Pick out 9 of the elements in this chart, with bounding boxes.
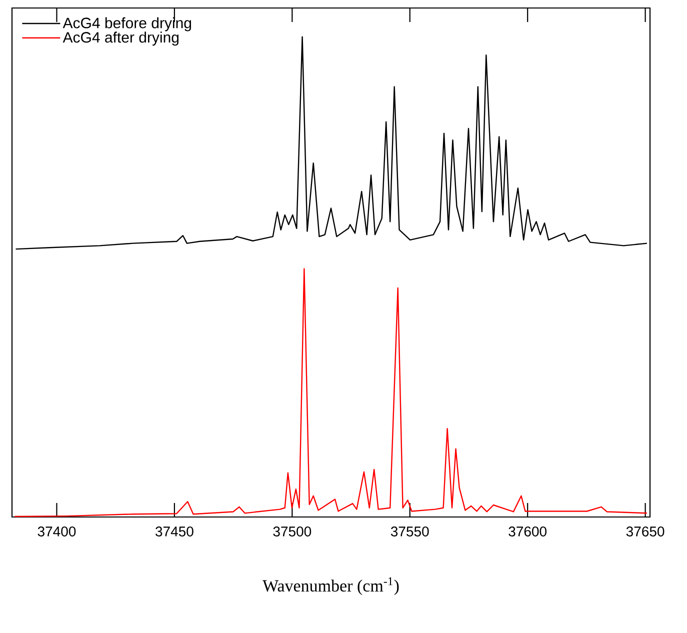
x-tick-label: 37500 [273,526,312,536]
x-tick-label: 37650 [626,526,664,536]
x-axis-title: Wavenumber (cm$^{-1}$) [262,577,399,596]
legend-label: AcG4 after drying [62,32,179,46]
x-tick-label: 37600 [508,526,547,536]
x-tick-label: 37450 [156,526,194,536]
x-tick-label: 37400 [38,526,76,536]
x-tick-label: 37550 [390,526,429,536]
legend-label: AcG4 before drying [62,17,192,32]
